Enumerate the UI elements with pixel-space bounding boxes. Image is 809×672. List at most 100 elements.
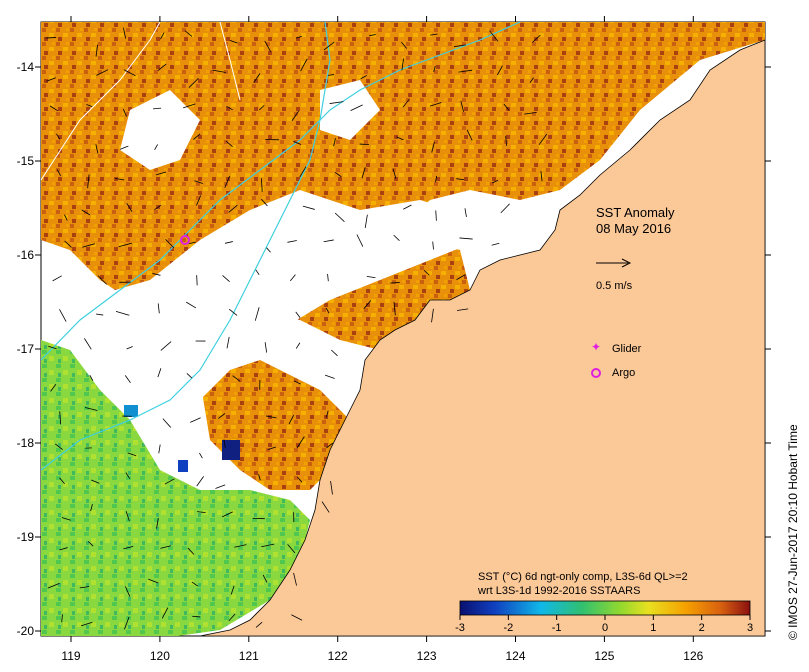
velocity-arrow bbox=[295, 342, 301, 349]
velocity-arrow bbox=[228, 308, 238, 316]
velocity-arrow bbox=[254, 307, 260, 321]
velocity-arrow bbox=[264, 342, 268, 353]
velocity-arrow bbox=[212, 69, 226, 73]
scale-arrow-head bbox=[621, 258, 632, 268]
velocity-arrow bbox=[187, 547, 195, 555]
velocity-arrow bbox=[48, 345, 57, 350]
velocity-arrow bbox=[423, 269, 430, 276]
velocity-arrow bbox=[261, 178, 263, 192]
colorbar-tick-label: 1 bbox=[650, 622, 656, 634]
velocity-arrow bbox=[50, 384, 57, 392]
velocity-arrow bbox=[226, 336, 230, 349]
x-tick-label: 121 bbox=[239, 649, 259, 663]
velocity-arrow bbox=[157, 63, 167, 71]
velocity-arrow bbox=[260, 198, 268, 207]
velocity-arrow bbox=[197, 511, 206, 514]
velocity-arrow bbox=[296, 476, 303, 483]
velocity-arrow bbox=[188, 241, 196, 245]
velocity-arrow bbox=[96, 313, 104, 316]
velocity-arrow bbox=[431, 308, 434, 323]
scale-label: 0.5 m/s bbox=[596, 280, 633, 292]
velocity-arrow bbox=[114, 177, 125, 181]
velocity-arrow bbox=[228, 204, 238, 213]
velocity-arrow bbox=[124, 616, 130, 630]
colorbar-tick-label: -1 bbox=[552, 622, 562, 634]
y-axis: -14-15-16-17-18-19-20 bbox=[17, 60, 771, 638]
y-tick-label: -16 bbox=[17, 248, 35, 262]
velocity-arrow bbox=[259, 105, 265, 111]
velocity-arrow bbox=[90, 504, 93, 512]
velocity-arrow bbox=[456, 308, 469, 311]
velocity-arrow bbox=[122, 108, 127, 117]
colorbar-caption: SST (°C) 6d ngt-only comp, L3S-6d QL>=2 bbox=[478, 571, 688, 583]
x-tick-label: 122 bbox=[328, 649, 348, 663]
velocity-arrow bbox=[262, 574, 268, 583]
velocity-arrow bbox=[265, 415, 277, 419]
cloud-gap-north2 bbox=[320, 80, 380, 140]
velocity-arrow bbox=[218, 413, 226, 419]
velocity-arrow bbox=[125, 511, 130, 522]
velocity-arrow bbox=[45, 37, 57, 39]
velocity-arrow bbox=[459, 237, 473, 240]
velocity-arrow bbox=[153, 107, 162, 110]
velocity-arrow bbox=[296, 436, 305, 449]
velocity-arrow bbox=[435, 175, 438, 183]
velocity-arrow bbox=[234, 544, 247, 548]
velocity-arrow bbox=[59, 411, 62, 425]
velocity-arrow bbox=[366, 276, 376, 279]
velocity-arrow bbox=[364, 214, 368, 229]
velocity-arrow bbox=[532, 34, 541, 43]
velocity-arrow bbox=[161, 607, 169, 619]
map-date: 08 May 2016 bbox=[596, 221, 671, 236]
velocity-arrow bbox=[401, 58, 404, 71]
cold-pocket bbox=[178, 460, 188, 472]
glider-marker: ✦ bbox=[591, 340, 601, 354]
velocity-arrow bbox=[119, 145, 129, 150]
velocity-arrow bbox=[184, 30, 193, 37]
velocity-arrow bbox=[496, 65, 503, 76]
velocity-arrow bbox=[430, 33, 438, 36]
velocity-arrow bbox=[162, 418, 172, 428]
velocity-arrow bbox=[295, 311, 301, 319]
velocity-arrow bbox=[56, 169, 61, 177]
velocity-arrow bbox=[491, 179, 499, 184]
velocity-arrow bbox=[369, 34, 376, 37]
velocity-arrow bbox=[61, 517, 71, 521]
velocity-arrow bbox=[291, 110, 299, 121]
velocity-arrow bbox=[255, 621, 263, 628]
velocity-arrow bbox=[356, 234, 364, 247]
velocity-arrow bbox=[123, 545, 134, 550]
velocity-arrow bbox=[266, 247, 271, 253]
velocity-arrow bbox=[464, 208, 467, 218]
velocity-arrow bbox=[264, 40, 272, 52]
velocity-arrow bbox=[287, 240, 297, 243]
x-axis: 119 120 121 122 123 124 125 126 bbox=[61, 16, 704, 663]
map-title: SST Anomaly bbox=[596, 205, 675, 220]
velocity-arrow bbox=[124, 586, 131, 597]
velocity-arrow bbox=[46, 77, 56, 82]
velocity-arrow bbox=[431, 141, 435, 153]
velocity-arrow bbox=[59, 547, 68, 551]
velocity-arrow bbox=[261, 543, 275, 548]
velocity-arrow bbox=[458, 69, 473, 73]
velocity-arrow bbox=[118, 242, 132, 248]
contour-line bbox=[41, 22, 331, 471]
velocity-arrow bbox=[503, 103, 510, 111]
y-tick-label: -17 bbox=[17, 342, 35, 356]
velocity-arrow bbox=[196, 476, 204, 487]
velocity-arrow bbox=[158, 444, 161, 454]
velocity-arrow bbox=[165, 239, 175, 249]
velocity-arrow bbox=[160, 341, 172, 351]
velocity-arrow bbox=[124, 375, 131, 384]
velocity-arrow bbox=[61, 614, 63, 623]
velocity-arrow bbox=[115, 311, 130, 316]
x-tick-label: 123 bbox=[417, 649, 437, 663]
velocity-arrow bbox=[393, 234, 400, 242]
velocity-arrow bbox=[432, 241, 434, 250]
velocity-arrow bbox=[524, 111, 537, 115]
velocity-arrow bbox=[363, 300, 372, 309]
velocity-arrow bbox=[223, 439, 226, 449]
velocity-arrow bbox=[331, 349, 338, 357]
velocity-arrow bbox=[401, 41, 408, 49]
